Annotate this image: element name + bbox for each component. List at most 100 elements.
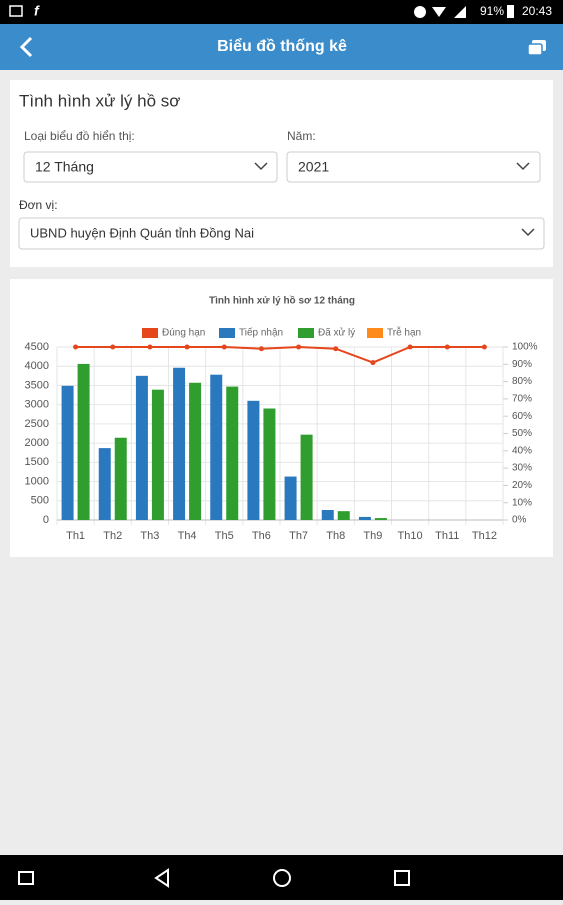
x-tick-label: Th7 — [289, 530, 308, 542]
select-value: UBND huyện Định Quán tỉnh Đồng Nai — [30, 225, 254, 240]
bar — [226, 386, 239, 520]
bar — [263, 408, 276, 520]
y-tick-label: 1000 — [25, 475, 49, 487]
y2-tick-label: 70% — [512, 394, 532, 405]
line-point — [481, 344, 487, 350]
legend-swatch — [367, 328, 383, 338]
select-value: 12 Tháng — [35, 159, 94, 175]
bar — [284, 476, 297, 520]
status-icon — [414, 6, 426, 18]
y2-tick-label: 30% — [512, 463, 532, 474]
field-label: Loại biểu đồ hiển thị: — [24, 129, 135, 143]
bar — [358, 516, 371, 520]
y2-tick-label: 0% — [512, 515, 527, 526]
line-point — [444, 344, 450, 350]
bar — [189, 382, 202, 520]
y2-tick-label: 20% — [512, 480, 532, 491]
y-tick-label: 500 — [31, 495, 49, 507]
bar — [337, 511, 350, 520]
status-icon: f — [34, 3, 40, 19]
bar — [210, 374, 223, 520]
card-title: Tình hình xử lý hồ sơ — [19, 91, 180, 110]
y-tick-label: 4500 — [25, 341, 49, 353]
battery-icon — [507, 5, 514, 18]
y-tick-label: 2000 — [25, 437, 49, 449]
line-point — [110, 344, 116, 350]
line-point — [73, 344, 79, 350]
x-tick-label: Th10 — [398, 530, 423, 542]
x-tick-label: Th12 — [472, 530, 497, 542]
field-label: Năm: — [287, 129, 316, 143]
status-icon — [9, 5, 23, 17]
chart-title: Tình hình xử lý hồ sơ 12 tháng — [209, 295, 355, 307]
y2-tick-label: 10% — [512, 497, 532, 508]
line-point — [221, 344, 227, 350]
line-point — [147, 344, 153, 350]
bar — [98, 448, 111, 520]
legend-label: Tiếp nhận — [239, 327, 283, 339]
legend-label: Trễ hạn — [387, 326, 421, 339]
nav-recent[interactable] — [394, 870, 410, 886]
legend-swatch — [219, 328, 235, 338]
line-point — [184, 344, 190, 350]
legend-label: Đã xử lý — [318, 327, 355, 339]
y-tick-label: 4000 — [25, 360, 49, 372]
line-point — [296, 344, 302, 350]
select-value: 2021 — [298, 159, 329, 175]
y2-tick-label: 90% — [512, 359, 532, 370]
app-bar — [0, 24, 563, 70]
y2-tick-label: 60% — [512, 411, 532, 422]
y-tick-label: 3000 — [25, 399, 49, 411]
back-button[interactable] — [19, 36, 33, 58]
unit-select[interactable] — [18, 217, 545, 250]
bar — [114, 437, 127, 520]
nav-back[interactable] — [154, 868, 169, 888]
bar — [300, 434, 313, 520]
app-title: Biểu đồ thống kê — [217, 37, 347, 55]
y-tick-label: 3500 — [25, 379, 49, 391]
line-point — [407, 344, 413, 350]
y2-tick-label: 40% — [512, 445, 532, 456]
status-icon — [454, 6, 466, 18]
x-tick-label: Th4 — [178, 530, 197, 542]
legend-label: Đúng hạn — [162, 328, 205, 339]
x-tick-label: Th5 — [215, 530, 234, 542]
x-tick-label: Th2 — [103, 530, 122, 542]
bar — [173, 367, 186, 520]
year-select[interactable] — [286, 151, 541, 183]
battery: 91% — [480, 4, 504, 18]
bar — [61, 385, 74, 520]
y-tick-label: 2500 — [25, 418, 49, 430]
bar — [374, 518, 387, 520]
chat-button[interactable] — [527, 40, 546, 56]
x-tick-label: Th6 — [252, 530, 271, 542]
chart-card — [10, 279, 553, 557]
line — [75, 345, 485, 364]
nav-home[interactable] — [273, 869, 291, 887]
line-point — [258, 346, 264, 352]
x-tick-label: Th8 — [326, 530, 345, 542]
nav-button[interactable] — [18, 871, 34, 885]
bar — [135, 375, 148, 520]
bar — [247, 400, 260, 520]
x-tick-label: Th9 — [363, 530, 382, 542]
line-point — [333, 346, 339, 352]
y2-tick-label: 50% — [512, 428, 532, 439]
y-tick-label: 1500 — [25, 456, 49, 468]
x-tick-label: Th3 — [140, 530, 159, 542]
chart-type-select[interactable] — [23, 151, 278, 183]
bar — [321, 510, 334, 520]
status-bar — [0, 0, 563, 24]
legend-swatch — [142, 328, 158, 338]
bar — [151, 389, 164, 520]
legend-swatch — [298, 328, 314, 338]
x-tick-label: Th11 — [435, 530, 459, 542]
field-label: Đơn vị: — [19, 198, 58, 212]
nav-bar — [0, 855, 563, 900]
line-point — [370, 360, 376, 366]
y-tick-label: 0 — [43, 514, 49, 526]
x-tick-label: Th1 — [66, 530, 85, 542]
y2-tick-label: 100% — [512, 342, 538, 353]
